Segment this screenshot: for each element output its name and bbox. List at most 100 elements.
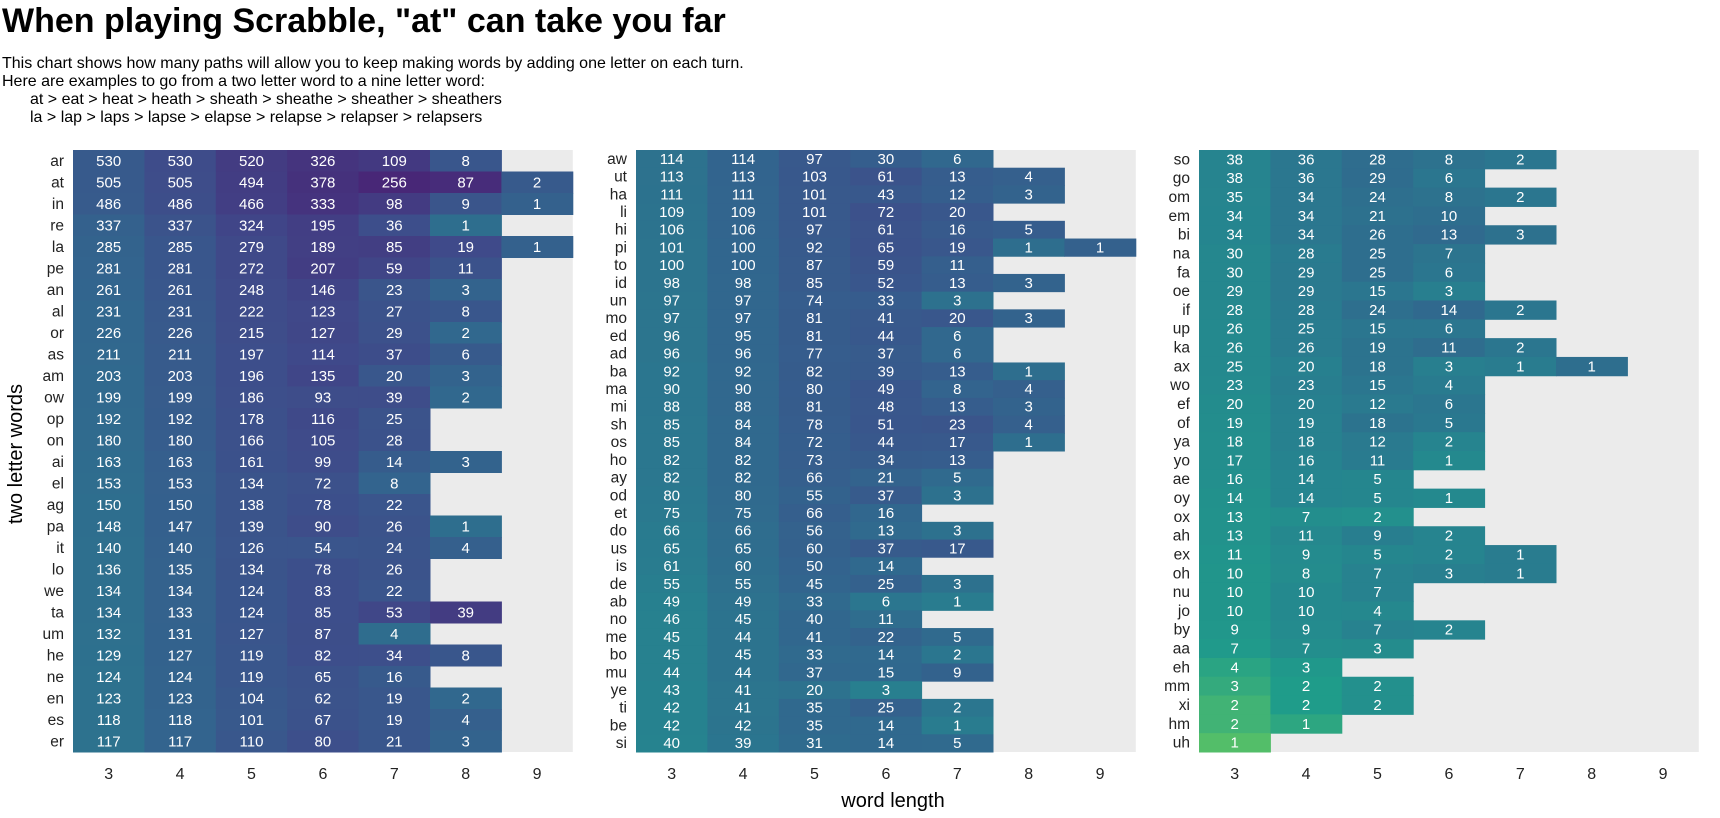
cell-label-am-7: 20 xyxy=(386,368,403,385)
cell-or-4 xyxy=(144,322,217,344)
row-label-ed: ed xyxy=(610,328,627,345)
cell-label-ar-6: 326 xyxy=(310,153,335,170)
cell-label-mo-6: 41 xyxy=(878,310,895,327)
cell-label-if-4: 28 xyxy=(1298,302,1315,319)
row-label-de: de xyxy=(610,576,627,593)
cell-label-la-6: 189 xyxy=(310,239,335,256)
cell-oh-7 xyxy=(1484,563,1557,584)
cell-mo-5 xyxy=(778,309,851,328)
row-label-al: al xyxy=(52,303,64,320)
cell-label-en-6: 62 xyxy=(315,690,332,707)
cell-label-mo-5: 81 xyxy=(806,310,823,327)
cell-label-no-5: 40 xyxy=(806,611,823,628)
cell-bo-7 xyxy=(921,645,994,664)
cell-label-er-5: 110 xyxy=(240,733,264,750)
cell-fa-3 xyxy=(1199,262,1271,283)
cell-label-ax-4: 20 xyxy=(1298,358,1315,375)
cell-ya-4 xyxy=(1270,432,1343,452)
cell-label-do-4: 66 xyxy=(735,523,752,540)
cell-label-es-7: 19 xyxy=(386,712,403,729)
cell-he-7 xyxy=(358,644,431,667)
cell-label-no-3: 46 xyxy=(663,611,680,628)
row-label-mm: mm xyxy=(1164,678,1190,695)
cell-om-4 xyxy=(1270,187,1343,207)
cell-label-uh-3: 1 xyxy=(1231,735,1239,752)
cell-in-9 xyxy=(501,193,574,215)
cell-label-pe-7: 59 xyxy=(386,260,403,277)
cell-ex-7 xyxy=(1484,545,1557,565)
cell-he-3 xyxy=(73,644,145,667)
cell-ay-5 xyxy=(778,468,851,487)
cell-label-in-8: 9 xyxy=(462,196,470,213)
cell-aa-3 xyxy=(1199,639,1271,659)
cell-oe-3 xyxy=(1199,281,1271,301)
x-tick-4-panel-2: 4 xyxy=(739,766,748,783)
cell-lo-5 xyxy=(215,558,288,581)
cell-ma-4 xyxy=(707,380,780,399)
row-label-ae: ae xyxy=(1173,471,1190,488)
row-label-no: no xyxy=(610,611,627,628)
cell-or-5 xyxy=(215,322,288,344)
cell-wo-6 xyxy=(1413,375,1486,396)
cell-label-os-8: 1 xyxy=(1025,434,1033,451)
cell-label-am-4: 203 xyxy=(168,368,193,385)
cell-ow-7 xyxy=(358,386,431,409)
cell-label-is-3: 61 xyxy=(663,558,680,575)
cell-ho-5 xyxy=(778,451,851,470)
cell-us-5 xyxy=(778,539,851,558)
cell-do-6 xyxy=(850,521,923,541)
cell-ow-8 xyxy=(430,386,502,409)
cell-label-ed-7: 6 xyxy=(953,328,961,345)
cell-label-an-6: 146 xyxy=(310,282,335,299)
cell-label-if-6: 14 xyxy=(1441,302,1458,319)
cell-ba-8 xyxy=(993,362,1065,381)
cell-label-mo-8: 3 xyxy=(1025,310,1033,327)
cell-label-os-4: 84 xyxy=(735,434,752,451)
cell-label-lo-4: 135 xyxy=(168,561,193,578)
cell-ta-7 xyxy=(358,601,431,624)
cell-to-6 xyxy=(850,256,923,275)
cell-li-7 xyxy=(921,203,994,222)
cell-label-es-8: 4 xyxy=(462,712,470,729)
row-label-ad: ad xyxy=(610,346,627,363)
cell-label-he-5: 119 xyxy=(240,647,264,664)
cell-ut-7 xyxy=(921,167,994,186)
cell-oe-5 xyxy=(1341,281,1414,301)
cell-label-go-4: 36 xyxy=(1298,170,1315,187)
cell-ef-5 xyxy=(1341,394,1414,414)
cell-label-or-5: 215 xyxy=(239,325,264,342)
cell-es-7 xyxy=(358,709,431,731)
cell-up-4 xyxy=(1270,319,1343,339)
cell-to-7 xyxy=(921,256,994,275)
cell-em-5 xyxy=(1341,206,1414,226)
cell-label-as-8: 6 xyxy=(462,346,470,363)
cell-label-sh-7: 23 xyxy=(949,416,966,433)
cell-ag-7 xyxy=(358,494,431,516)
cell-la-6 xyxy=(287,236,360,258)
cell-label-me-7: 5 xyxy=(953,629,961,646)
cell-ai-3 xyxy=(73,451,145,473)
cell-um-3 xyxy=(73,623,145,645)
cell-label-ai-4: 163 xyxy=(168,454,193,471)
cell-label-go-3: 38 xyxy=(1226,170,1243,187)
cell-un-7 xyxy=(921,291,994,310)
cell-label-ho-4: 82 xyxy=(735,452,752,469)
cell-ad-6 xyxy=(850,344,923,363)
cell-if-6 xyxy=(1413,300,1486,320)
cell-label-la-8: 19 xyxy=(457,239,474,256)
cell-bo-6 xyxy=(850,645,923,664)
cell-pi-5 xyxy=(778,238,851,257)
cell-is-3 xyxy=(636,557,708,576)
cell-label-if-3: 28 xyxy=(1226,302,1243,319)
cell-ag-5 xyxy=(215,494,288,516)
cell-et-5 xyxy=(778,504,851,523)
cell-label-so-5: 28 xyxy=(1369,151,1386,168)
cell-od-3 xyxy=(636,486,708,505)
cell-label-xi-5: 2 xyxy=(1373,697,1381,714)
cell-ay-3 xyxy=(636,468,708,487)
cell-un-5 xyxy=(778,291,851,310)
cell-label-do-6: 13 xyxy=(878,523,895,540)
row-label-xi: xi xyxy=(1179,697,1190,714)
cell-ha-7 xyxy=(921,185,994,204)
cell-er-6 xyxy=(287,730,360,753)
